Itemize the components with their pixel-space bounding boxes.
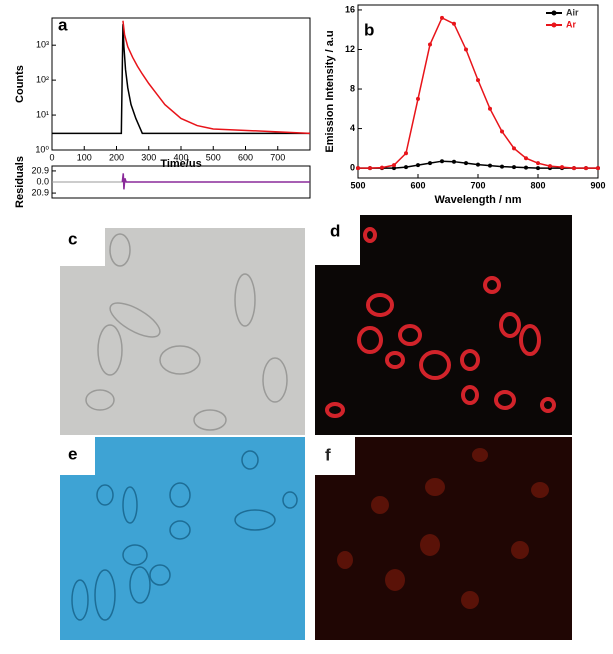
y-tick-label: 20.9	[31, 165, 49, 175]
point	[440, 15, 444, 20]
legend-marker	[551, 22, 557, 28]
point	[500, 164, 504, 169]
panel-d: d	[315, 215, 572, 435]
panel-label: d	[330, 221, 340, 240]
panel-e: e	[60, 437, 305, 640]
point	[440, 159, 444, 164]
y-tick-label: 10²	[36, 74, 49, 84]
panel-label: e	[68, 444, 77, 463]
x-tick-label: 500	[206, 152, 221, 162]
point	[572, 166, 576, 171]
x-axis-label: Time/us	[160, 158, 201, 170]
panel-f: f	[315, 437, 572, 640]
y-tick-label: 10⁰	[35, 144, 49, 154]
y-tick-label: 10³	[36, 40, 49, 50]
point	[452, 21, 456, 26]
cells	[337, 448, 549, 609]
series-line	[121, 173, 310, 190]
x-tick-label: 600	[238, 152, 253, 162]
point	[512, 146, 516, 151]
x-tick-label: 400	[173, 152, 188, 162]
notch	[60, 437, 95, 475]
point	[536, 161, 540, 166]
point	[464, 47, 468, 52]
point	[380, 165, 384, 170]
y-tick-label: 4	[350, 123, 355, 133]
series-line	[358, 16, 598, 169]
point	[452, 159, 456, 164]
legend-marker	[551, 10, 557, 16]
point	[584, 166, 588, 171]
point	[416, 96, 420, 101]
y-tick-label: 16	[345, 4, 355, 14]
point	[524, 165, 528, 170]
point	[428, 161, 432, 166]
legend-label: Ar	[566, 19, 576, 29]
point	[356, 166, 360, 171]
point	[500, 129, 504, 134]
panel-label: a	[58, 15, 68, 34]
cells	[85, 233, 288, 431]
x-tick-label: 900	[590, 180, 605, 190]
y-tick-label: 0	[350, 162, 355, 172]
x-tick-label: 500	[350, 180, 365, 190]
panel-label: f	[325, 445, 331, 464]
notch	[60, 228, 105, 266]
panel-label: c	[68, 229, 77, 248]
x-tick-label: 100	[77, 152, 92, 162]
point	[404, 151, 408, 156]
point	[392, 166, 396, 171]
point	[488, 106, 492, 111]
point	[548, 164, 552, 169]
y-axis-label: Residuals	[14, 156, 26, 208]
panel-label: b	[364, 20, 374, 39]
y-axis-label: Emission Intensity / a.u	[324, 30, 336, 152]
point	[416, 163, 420, 168]
point	[392, 163, 396, 168]
series-line	[52, 24, 310, 135]
x-axis-label: Wavelength / nm	[435, 194, 522, 206]
y-tick-label: 8	[350, 83, 355, 93]
point	[488, 163, 492, 168]
notch	[315, 215, 360, 265]
y-tick-label: 12	[345, 44, 355, 54]
image-f	[315, 437, 572, 640]
y-tick-label: 0.0	[36, 176, 49, 186]
y-axis-label: Counts	[14, 65, 26, 103]
plot-frame	[51, 17, 311, 151]
x-tick-label: 700	[470, 180, 485, 190]
x-tick-label: 700	[270, 152, 285, 162]
cells	[325, 227, 556, 418]
point	[596, 166, 600, 171]
x-tick-label: 800	[530, 180, 545, 190]
point	[368, 166, 372, 171]
point	[536, 166, 540, 171]
point	[464, 161, 468, 166]
y-tick-label: 20.9	[31, 187, 49, 197]
y-tick-label: 10¹	[36, 109, 49, 119]
plot-frame	[357, 4, 599, 179]
legend-label: Air	[566, 7, 579, 17]
point	[428, 42, 432, 47]
panel-c: c	[60, 228, 305, 435]
x-tick-label: 600	[410, 180, 425, 190]
point	[476, 162, 480, 167]
x-tick-label: 200	[109, 152, 124, 162]
series-line	[122, 20, 311, 135]
x-tick-label: 300	[141, 152, 156, 162]
point	[560, 165, 564, 170]
notch	[315, 437, 355, 475]
point	[524, 156, 528, 161]
point	[476, 78, 480, 83]
cells	[71, 450, 298, 621]
point	[512, 165, 516, 170]
x-tick-label: 0	[49, 152, 54, 162]
point	[404, 165, 408, 170]
